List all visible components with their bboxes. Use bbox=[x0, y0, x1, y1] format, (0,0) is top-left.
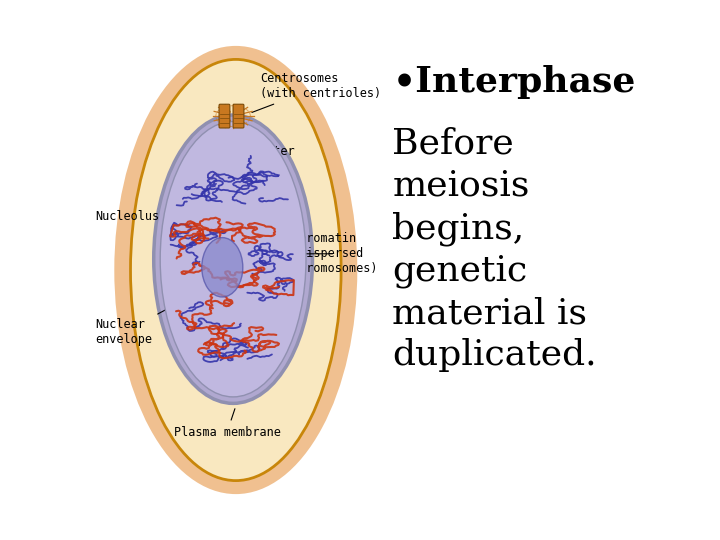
FancyBboxPatch shape bbox=[233, 104, 244, 128]
Text: Chromatin
(dispersed
chromosomes): Chromatin (dispersed chromosomes) bbox=[292, 232, 378, 275]
Ellipse shape bbox=[114, 46, 357, 494]
Ellipse shape bbox=[153, 115, 312, 403]
Text: Aster: Aster bbox=[253, 132, 296, 158]
Text: •Interphase: •Interphase bbox=[392, 65, 636, 99]
Text: Plasma membrane: Plasma membrane bbox=[174, 409, 281, 438]
Ellipse shape bbox=[202, 238, 243, 297]
Ellipse shape bbox=[160, 122, 306, 397]
Text: Before
meiosis
begins,
genetic
material is
duplicated.: Before meiosis begins, genetic material … bbox=[392, 127, 597, 373]
Text: Nuclear
envelope: Nuclear envelope bbox=[95, 301, 182, 346]
Text: Centrosomes
(with centrioles): Centrosomes (with centrioles) bbox=[252, 72, 381, 112]
Ellipse shape bbox=[130, 59, 341, 481]
Text: Nucleolus: Nucleolus bbox=[95, 210, 199, 222]
FancyBboxPatch shape bbox=[219, 104, 230, 128]
